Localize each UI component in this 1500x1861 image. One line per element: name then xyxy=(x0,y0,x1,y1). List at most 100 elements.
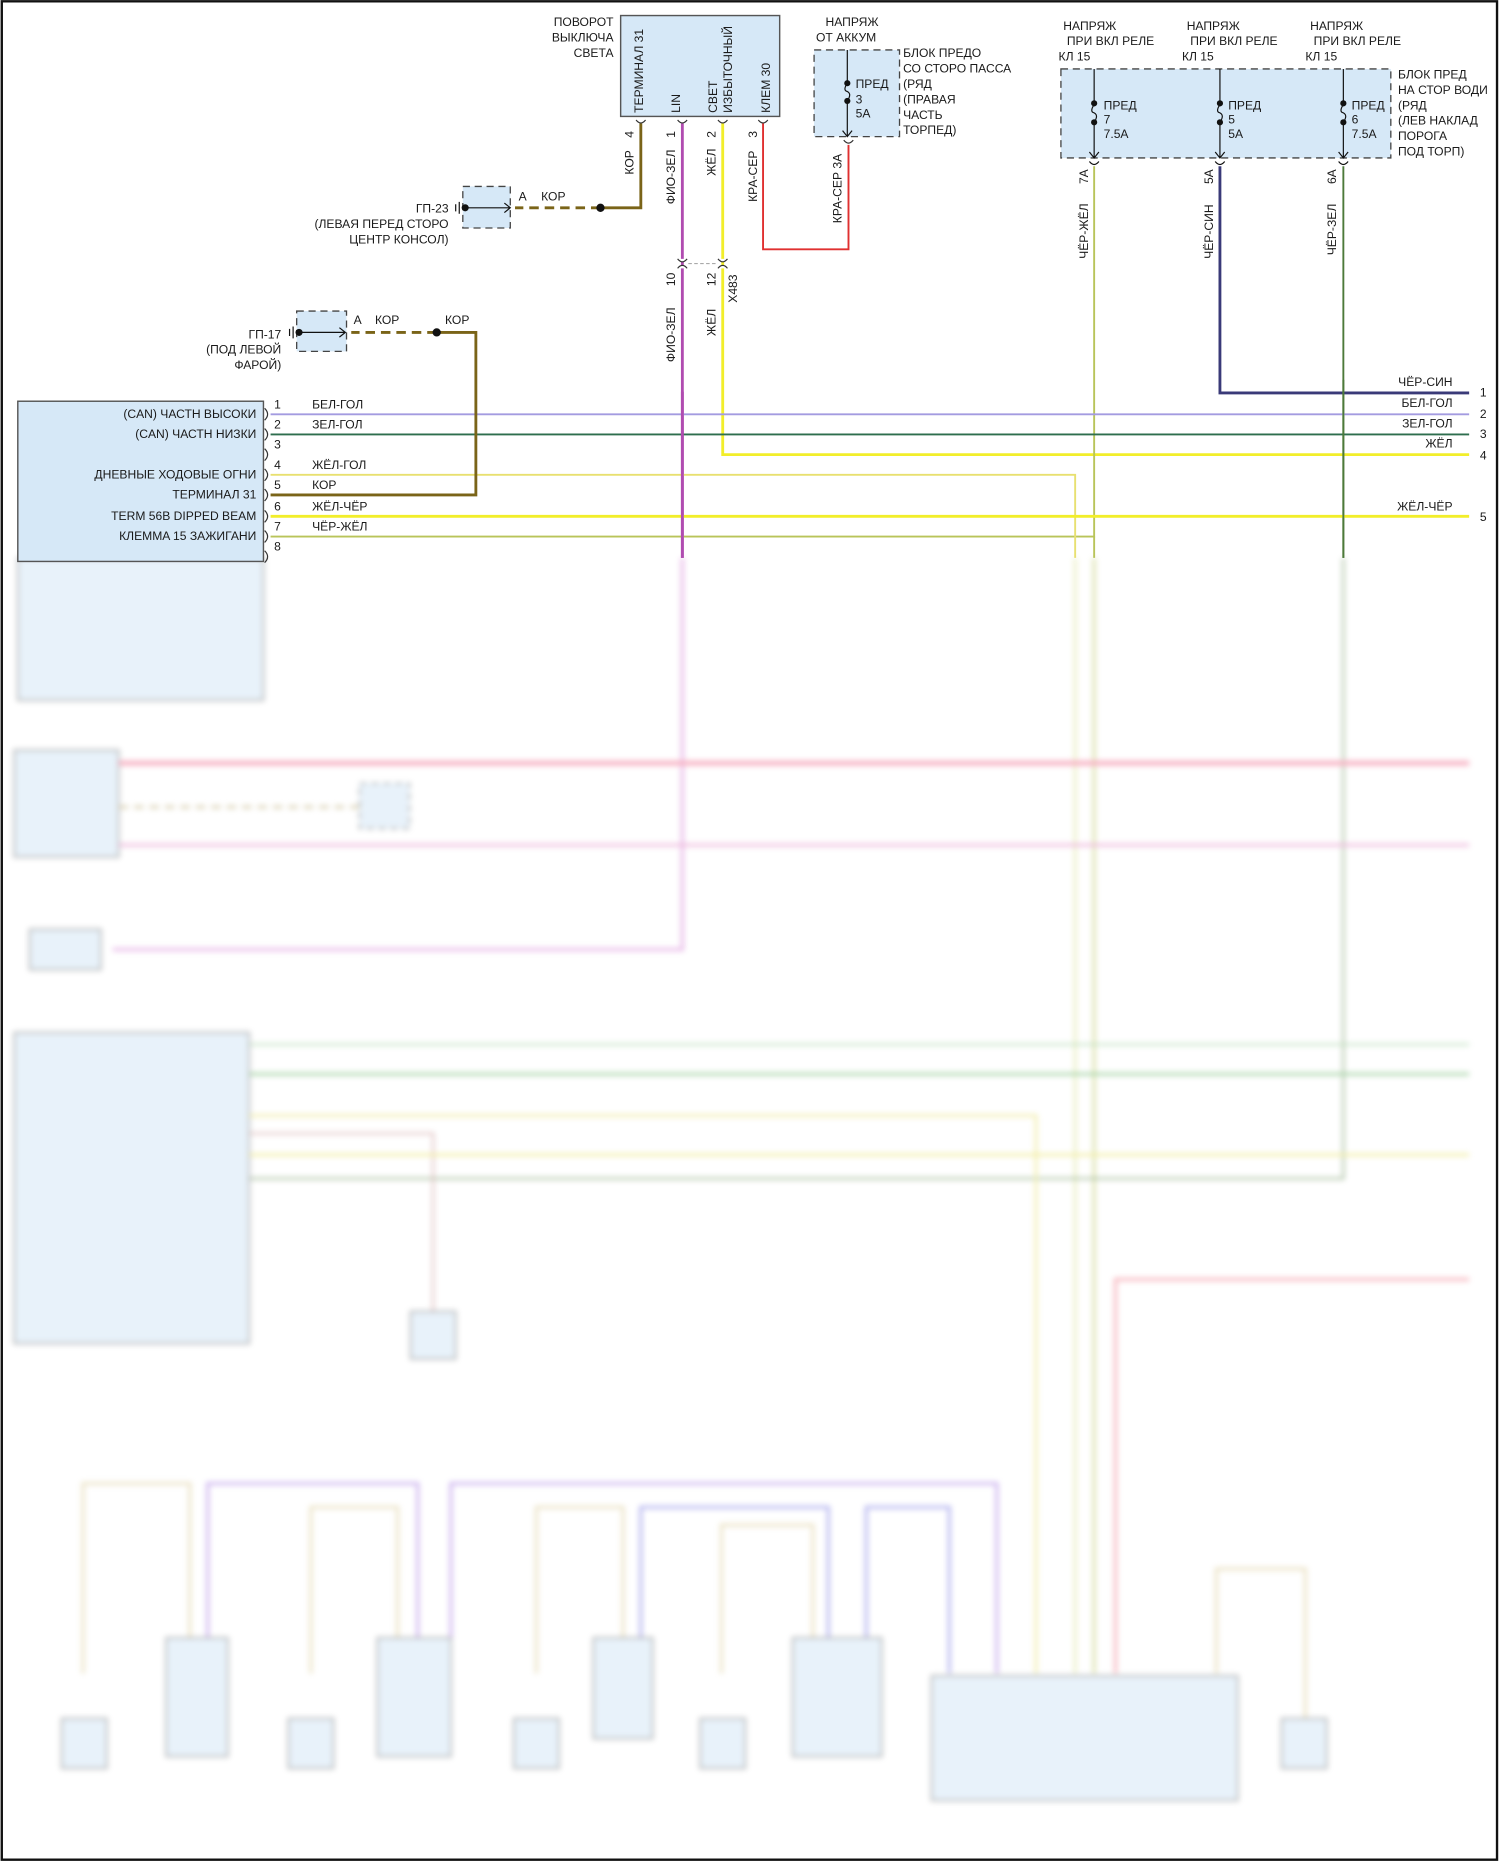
supply-label: НАПРЯЖ xyxy=(1310,19,1363,33)
connector-pin-icon xyxy=(264,428,269,441)
fuse-rating: 5A xyxy=(1228,127,1244,141)
ground-pin: A xyxy=(519,190,528,204)
pin-number: 8 xyxy=(274,540,281,554)
ground-location: ЦЕНТР КОНСОЛ) xyxy=(349,232,448,246)
fuse-5: НАПРЯЖ ПРИ ВКЛ РЕЛЕ КЛ 15 ПРЕД 5 5A 5A Ч… xyxy=(1182,19,1278,259)
fuse-number: 5 xyxy=(1228,113,1235,127)
fuse-7: НАПРЯЖ ПРИ ВКЛ РЕЛЕ КЛ 15 ПРЕД 7 7.5A 7A… xyxy=(1059,19,1155,259)
wire-label: ЧЁР-ЖЁЛ xyxy=(1077,203,1091,258)
supply-label: НАПРЯЖ xyxy=(1187,19,1240,33)
supply-label: КЛ 15 xyxy=(1182,50,1214,64)
pin-number: 5 xyxy=(1480,510,1487,524)
ground-location: (ПОД ЛЕВОЙ xyxy=(206,342,281,357)
pin-number: 1 xyxy=(274,397,281,411)
wire-label: КРА-СЕР xyxy=(746,151,760,202)
connector-name: X483 xyxy=(726,274,740,303)
ground-symbol-icon xyxy=(288,326,294,339)
wire-label: ЖЁЛ xyxy=(1425,437,1452,451)
module-pin-label: ТЕРМИНАЛ 31 xyxy=(172,488,256,502)
pin-number: 2 xyxy=(705,131,719,138)
wire-label: ЖЁЛ xyxy=(705,149,719,176)
wire-label: ЗЕЛ-ГОЛ xyxy=(312,418,362,432)
module-pin-label: ДНЕВНЫЕ ХОДОВЫЕ ОГНИ xyxy=(94,467,256,481)
fuse-box-name: ЧАСТЬ xyxy=(903,108,943,122)
ground-location: (ЛЕВАЯ ПЕРЕД СТОРО xyxy=(314,217,448,231)
fuse-number: 7 xyxy=(1104,113,1111,127)
fuse-icon xyxy=(844,82,851,102)
fuse-rating: 7.5A xyxy=(1104,127,1130,141)
ground-symbol-icon xyxy=(455,201,460,214)
fuse-box-name: (ЛЕВ НАКЛАД xyxy=(1398,114,1478,128)
fuse-box-name: (ПРАВАЯ xyxy=(903,92,956,106)
fuse-rating: 7.5A xyxy=(1352,127,1378,141)
wire-label: КОР xyxy=(375,313,399,327)
module-pin-label: КЛЕМMA 15 ЗАЖИГАНИ xyxy=(119,529,256,543)
wire-label: КОР xyxy=(312,478,336,492)
wire-label: БЕЛ-ГОЛ xyxy=(312,397,363,411)
ground-arrow-icon xyxy=(465,202,512,214)
switch-title-line: ВЫКЛЮЧА xyxy=(552,31,615,45)
wire-label: КОР xyxy=(445,313,469,327)
driver-fuse-box-outline xyxy=(1060,68,1392,159)
connector-pin-icon xyxy=(843,139,854,144)
ground-dot-icon xyxy=(295,328,303,336)
driver-fuse-box: НАПРЯЖ ПРИ ВКЛ РЕЛЕ КЛ 15 ПРЕД 7 7.5A 7A… xyxy=(1059,19,1488,259)
fuse-box-name: БЛОК ПРЕДО xyxy=(903,46,981,60)
pin-label: ТЕРМИНАЛ 31 xyxy=(632,29,646,113)
pin-number: 2 xyxy=(274,418,281,432)
connector-x483: 10 12 X483 ФИО-ЗЕЛ ЖЁЛ xyxy=(664,258,740,362)
pin-number: 2 xyxy=(1480,407,1487,421)
ground-gp17: A КОР КОР ГП-17 (ПОД ЛЕВОЙ ФАРОЙ) xyxy=(206,310,469,372)
supply-label: ПРИ ВКЛ РЕЛЕ xyxy=(1067,34,1154,48)
splice-dot-icon xyxy=(596,203,605,212)
wire-label: ЧЁР-ЗЕЛ xyxy=(1325,204,1339,256)
fuse-6: НАПРЯЖ ПРИ ВКЛ РЕЛЕ КЛ 15 ПРЕД 6 7.5A 6A… xyxy=(1305,19,1401,255)
module-pin-label: (CAN) ЧАСТН ВЫСОКИ xyxy=(123,407,256,421)
connector-pin-icon xyxy=(264,407,269,421)
wire-zhel xyxy=(721,123,1470,457)
right-connector: ЧЁР-СИН БЕЛ-ГОЛ ЗЕЛ-ГОЛ ЖЁЛ ЖЁЛ-ЧЁР 1 2 … xyxy=(1397,375,1487,524)
pin-number: 1 xyxy=(1480,385,1487,399)
splice-dot-icon xyxy=(432,328,441,337)
fuse-box-name: БЛОК ПРЕД xyxy=(1398,67,1467,81)
pin-number: 7 xyxy=(274,520,281,534)
fuse-icons xyxy=(1088,68,1349,166)
pin-label: СВЕТ xyxy=(706,80,720,113)
connector-pin-icon xyxy=(264,468,269,482)
pin-label: LIN xyxy=(669,94,683,113)
supply-label: НАПРЯЖ xyxy=(826,15,879,29)
light-switch-module: ПОВОРОТ ВЫКЛЮЧА СВЕТА ТЕРМИНАЛ 31 LIN СВ… xyxy=(552,14,781,138)
pin-number: 1 xyxy=(664,131,678,138)
connector-pin-icon xyxy=(264,448,269,461)
pin-label: КЛЕМ 30 xyxy=(759,63,773,113)
passenger-fuse-box: НАПРЯЖ ОТ АККУМ ПРЕД 3 5A БЛОК ПРЕДО СО … xyxy=(813,15,1012,144)
ground-name: ГП-17 xyxy=(249,327,282,341)
wire-label: ЖЁЛ-ЧЁР xyxy=(312,499,367,513)
pin-number: 6A xyxy=(1325,168,1339,184)
fuse-label: ПРЕД xyxy=(856,77,889,91)
supply-label: КЛ 15 xyxy=(1059,50,1091,64)
fuse-box-name: ТОРПЕД) xyxy=(903,123,956,137)
pin-number: 4 xyxy=(623,131,637,138)
wire-label: ЧЁР-СИН xyxy=(1202,204,1216,258)
pin-number: 4 xyxy=(274,458,281,472)
ground-pin: A xyxy=(354,313,363,327)
left-control-module: (CAN) ЧАСТН ВЫСОКИ 1 БЕЛ-ГОЛ (CAN) ЧАСТН НИ… xyxy=(17,397,368,564)
wire-label: ЖЁЛ-ЧЁР xyxy=(1397,499,1452,513)
fuse-box-name: СО СТОРО ПАССА xyxy=(903,62,1012,76)
switch-title-line: ПОВОРОТ xyxy=(554,15,614,29)
fuse-box-name: ПОРОГА xyxy=(1398,129,1448,143)
connector-pin-icon xyxy=(264,509,269,523)
wire-label: ФИО-ЗЕЛ xyxy=(664,307,678,362)
wire-label: ЧЁР-ЖЁЛ xyxy=(312,520,367,534)
pin-number: 5A xyxy=(1202,168,1216,184)
wire-label: ЖЁЛ xyxy=(705,309,719,336)
pin-number: 3 xyxy=(274,438,281,452)
pin-number: 3 xyxy=(1480,427,1487,441)
module-pin-label: TERM 56B DIPPED BEAM xyxy=(111,509,256,523)
wire-kor-switch xyxy=(600,123,643,210)
ground-arrow-icon xyxy=(299,327,347,338)
fuse-number: 3 xyxy=(856,92,863,106)
fuse-rating: 5A xyxy=(856,107,872,121)
connector-pin-icon xyxy=(264,550,269,564)
